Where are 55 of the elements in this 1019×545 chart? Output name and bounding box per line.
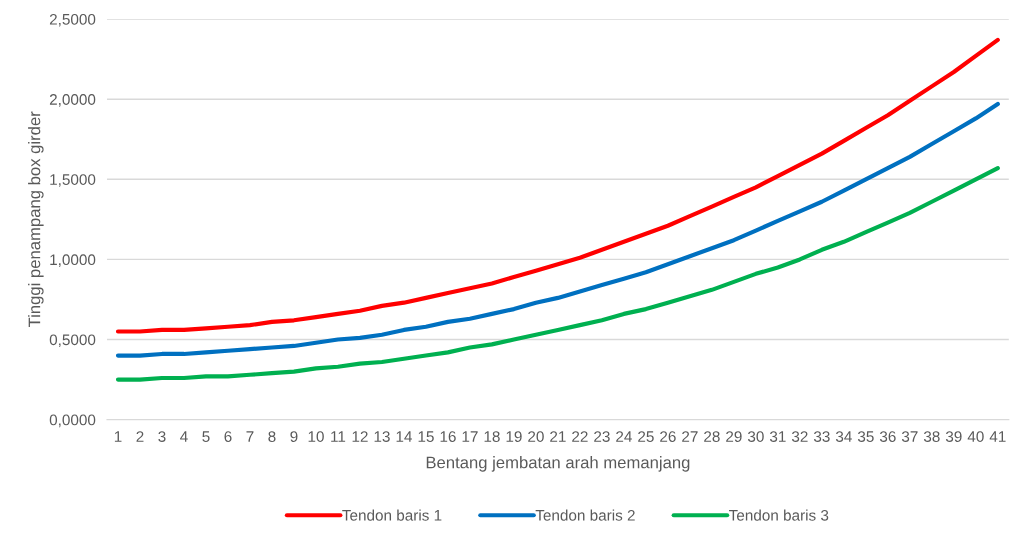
x-tick-label: 15 <box>418 431 434 442</box>
x-tick-label: 21 <box>550 431 566 442</box>
x-tick-label: 37 <box>901 431 918 442</box>
y-tick-label: 1,0000 <box>50 254 96 267</box>
x-tick-label: 19 <box>506 431 522 442</box>
y-tick-label: 1,5000 <box>50 174 96 187</box>
y-tick-label: 0,5000 <box>49 334 96 348</box>
x-tick-label: 8 <box>268 431 276 442</box>
line-series <box>115 166 1000 382</box>
x-tick-label: 40 <box>967 431 984 442</box>
x-tick-label: 38 <box>923 431 940 442</box>
x-tick-label: 28 <box>704 431 720 442</box>
x-tick-label: 30 <box>747 431 764 442</box>
x-tick-label: 4 <box>180 431 188 442</box>
x-tick-label: 29 <box>726 431 742 442</box>
x-tick-label: 16 <box>440 431 456 442</box>
x-tick-label: 2 <box>136 431 144 442</box>
x-tick-label: 5 <box>202 431 210 442</box>
legend-label: Tendon baris 1 <box>342 509 442 521</box>
x-tick-label: 9 <box>290 431 298 442</box>
x-tick-label: 22 <box>572 431 588 442</box>
x-tick-label: 23 <box>594 431 610 442</box>
x-tick-label: 39 <box>945 431 962 442</box>
x-tick-label: 20 <box>528 431 544 442</box>
x-tick-label: 11 <box>331 431 346 442</box>
x-tick-label: 14 <box>396 431 412 442</box>
y-axis-title: Tinggi penampang box girder <box>28 111 44 328</box>
x-tick-label: 12 <box>352 431 368 442</box>
x-tick-label: 27 <box>682 431 698 442</box>
x-tick-label: 6 <box>224 431 232 442</box>
x-tick-label: 17 <box>462 431 478 442</box>
legend-label: Tendon baris 2 <box>535 509 635 521</box>
y-tick-label: 0,0000 <box>49 414 96 428</box>
x-axis-title: Bentang jembatan arah memanjang <box>426 456 690 472</box>
legend-label: Tendon baris 3 <box>729 509 829 521</box>
x-tick-label: 24 <box>616 431 632 442</box>
x-tick-label: 34 <box>835 431 852 442</box>
x-tick-label: 32 <box>791 431 808 442</box>
line-series <box>115 101 1000 358</box>
x-tick-label: 13 <box>374 431 390 442</box>
y-tick-label: 2,0000 <box>49 94 96 107</box>
y-tick-label: 2,5000 <box>49 13 96 27</box>
x-tick-label: 25 <box>638 431 654 442</box>
x-tick-label: 35 <box>857 431 874 442</box>
line-series <box>115 37 1000 334</box>
x-tick-label: 26 <box>660 431 676 442</box>
x-tick-label: 41 <box>989 431 1006 442</box>
x-tick-label: 36 <box>879 431 896 442</box>
x-tick-label: 31 <box>769 431 786 442</box>
x-tick-label: 3 <box>158 431 166 442</box>
x-tick-label: 1 <box>114 431 122 442</box>
x-tick-label: 7 <box>246 431 254 442</box>
x-tick-label: 18 <box>484 431 500 442</box>
x-tick-label: 10 <box>308 431 324 442</box>
x-tick-label: 33 <box>813 431 830 442</box>
